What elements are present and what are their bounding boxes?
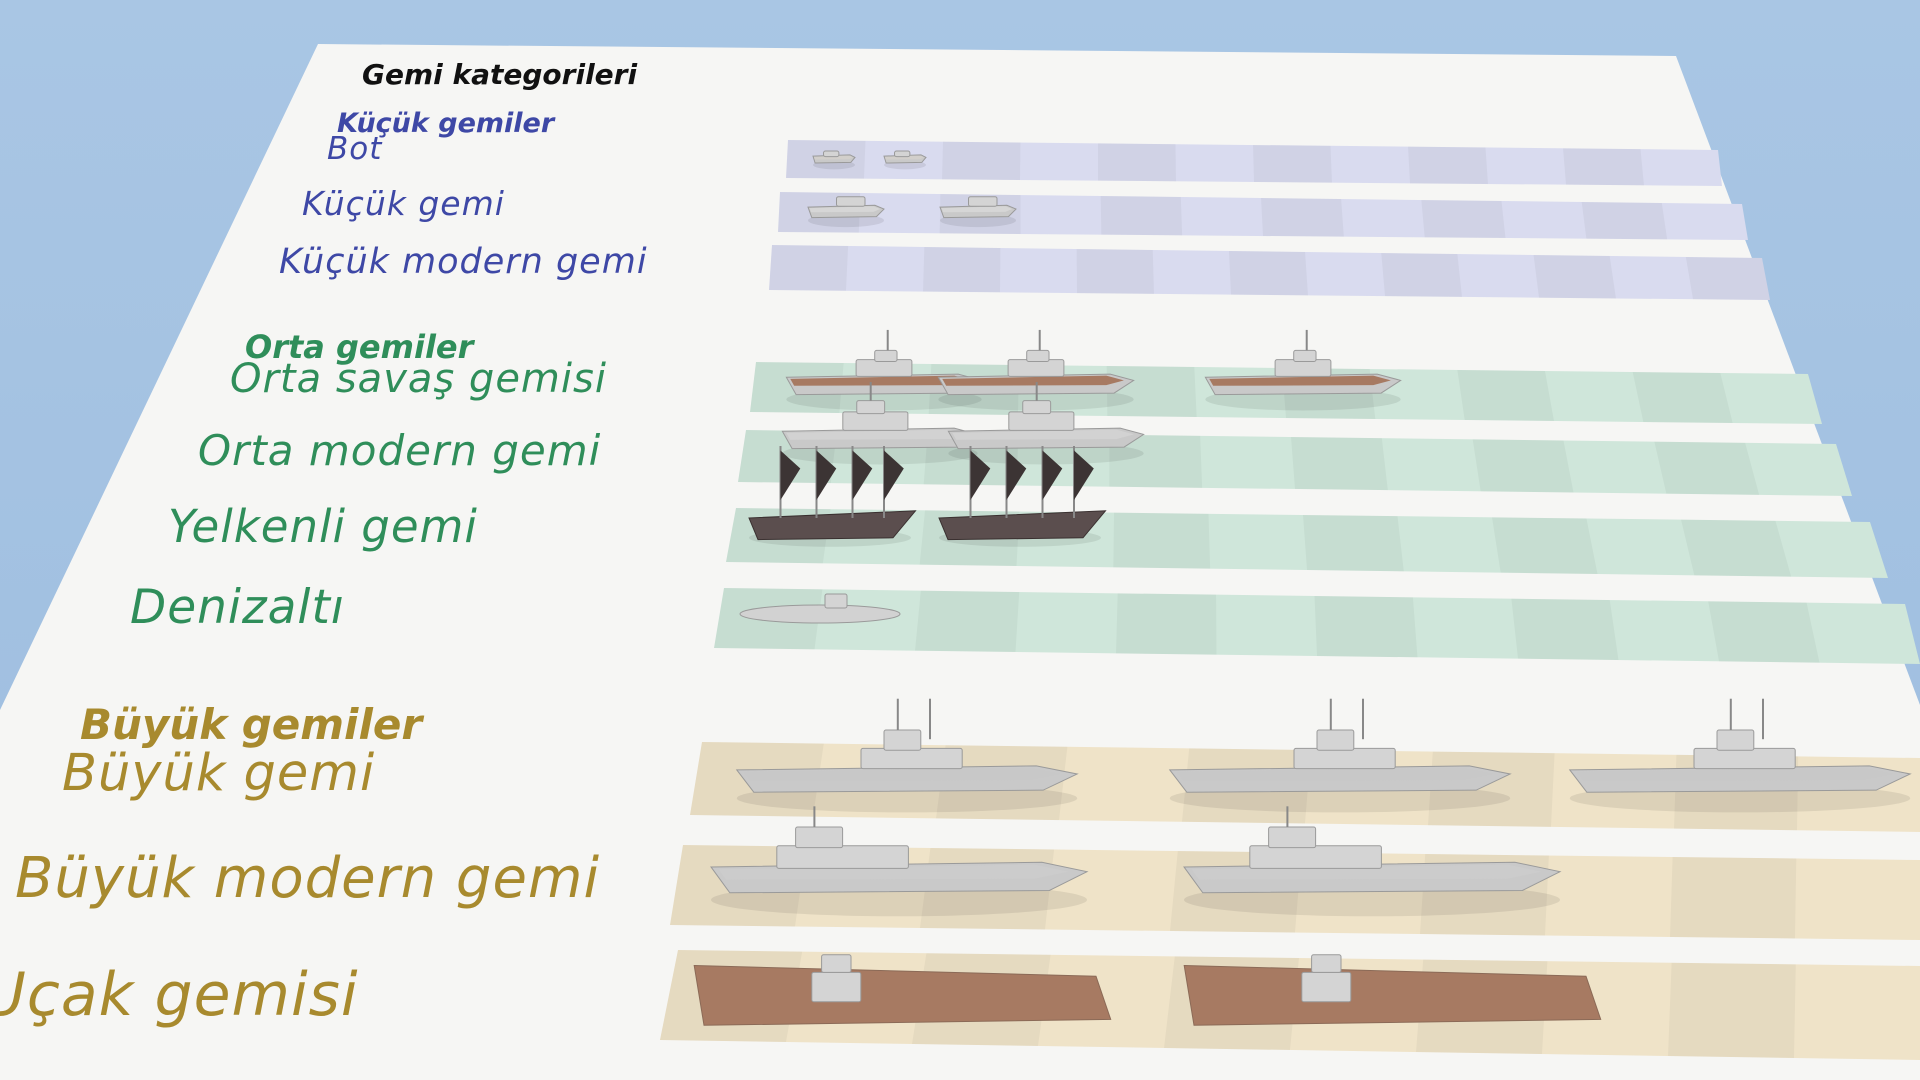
band-cell [1261, 198, 1344, 237]
category-band [778, 192, 1748, 240]
band-cell [1076, 249, 1154, 294]
band-background [714, 588, 1920, 664]
band-cell [1314, 596, 1418, 658]
band-cell [1511, 598, 1619, 660]
battleship-model [1168, 698, 1512, 813]
band-cell [1106, 366, 1197, 417]
small-boat-model [812, 150, 856, 170]
band-cell [1563, 148, 1644, 186]
band-cell [1098, 143, 1176, 182]
band-cell [1492, 517, 1598, 574]
band-cell [1681, 519, 1792, 577]
page-title: Gemi kategorileri [362, 58, 638, 91]
sailing-ship-model [748, 446, 917, 547]
band-cell [1685, 257, 1770, 300]
aircraft-carrier-model [1183, 954, 1602, 1026]
row-label-bot: Bot [327, 131, 383, 167]
ship-models [693, 150, 1912, 1026]
group-header-medium: Orta gemiler [245, 328, 474, 366]
row-label-buyuk-modern-gemi: Büyük modern gemi [15, 846, 601, 911]
row-label-kucuk-gemi: Küçük gemi [302, 184, 505, 223]
band-cell [1253, 145, 1332, 183]
battleship-model [735, 698, 1079, 813]
row-label-yelkenli-gemi: Yelkenli gemi [168, 500, 478, 553]
band-cell [1303, 515, 1404, 572]
medium-warship-model [1204, 329, 1402, 411]
band-cell [1472, 439, 1574, 493]
sailing-ship-model [938, 446, 1107, 547]
band-cell [1708, 601, 1820, 663]
band-cell [1381, 253, 1462, 297]
row-label-kucuk-modern-gemi: Küçük modern gemi [279, 242, 648, 282]
category-band [786, 140, 1722, 186]
band-background [778, 192, 1748, 240]
group-header-small: Küçük gemiler [337, 108, 555, 139]
submarine-model [739, 593, 901, 624]
category-band [769, 245, 1770, 300]
band-cell [1116, 593, 1217, 655]
small-ship-model [807, 196, 885, 228]
band-cell [1100, 196, 1183, 236]
row-label-ucak-gemisi: Uçak gemisi [0, 960, 359, 1030]
band-cell [923, 247, 1001, 293]
band-cell [1421, 200, 1506, 238]
band-cell [1408, 146, 1488, 184]
band-background [786, 140, 1722, 186]
band-cell [1113, 512, 1211, 569]
band-cell [1533, 255, 1616, 299]
band-background [769, 245, 1770, 300]
band-cell [942, 141, 1021, 180]
band-cell [1291, 437, 1388, 491]
group-header-big: Büyük gemiler [80, 700, 423, 749]
band-cell [769, 245, 849, 291]
modern-battleship-model [710, 806, 1089, 917]
small-boat-model [883, 150, 927, 170]
band-cell [1581, 202, 1668, 240]
band-cell [1228, 251, 1308, 296]
band-cell [1109, 434, 1203, 488]
medium-modern-ship-model [781, 382, 979, 465]
category-band [714, 588, 1920, 664]
medium-warship-model [785, 329, 983, 411]
small-ship-model [939, 196, 1017, 228]
row-label-orta-modern-gemi: Orta modern gemi [198, 426, 602, 475]
row-label-denizalti: Denizaltı [130, 580, 345, 635]
band-cell [1632, 372, 1733, 423]
band-cell [1654, 441, 1760, 495]
band-cell [1668, 962, 1796, 1058]
band-cell [915, 590, 1020, 652]
aircraft-carrier-model [693, 954, 1112, 1026]
band-cell [1457, 370, 1554, 421]
medium-modern-ship-model [947, 382, 1145, 465]
row-label-buyuk-gemi: Büyük gemi [62, 744, 376, 803]
battleship-model [1568, 698, 1912, 813]
modern-battleship-model [1183, 806, 1562, 917]
band-cell [1670, 857, 1797, 939]
row-label-orta-savas-gemisi: Orta savaş gemisi [230, 356, 607, 402]
